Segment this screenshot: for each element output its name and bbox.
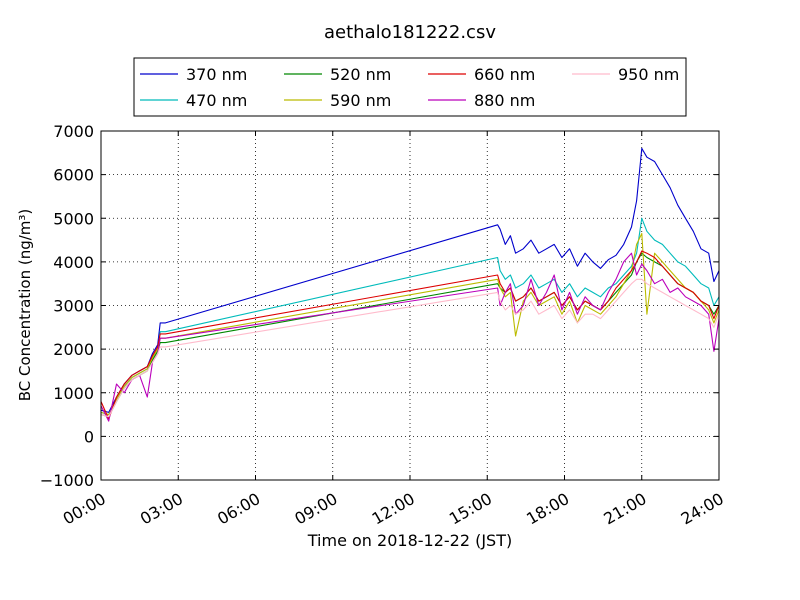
- series-line-5: [100, 250, 720, 420]
- y-tick-label: 1000: [53, 384, 94, 403]
- y-tick-label: 5000: [53, 209, 94, 228]
- legend-label-2: 470 nm: [186, 91, 247, 110]
- legend-label-5: 660 nm: [474, 65, 535, 84]
- series-line-4: [100, 232, 720, 416]
- chart-title: aethalo181222.csv: [324, 22, 496, 43]
- x-tick-label: 15:00: [446, 489, 495, 529]
- x-tick-label: 09:00: [291, 489, 340, 529]
- x-tick-label: 00:00: [60, 489, 109, 529]
- x-tick-label: 21:00: [600, 489, 649, 529]
- y-tick-labels: −1000 0 1000 2000 3000 4000 5000 6000 7000: [40, 122, 94, 490]
- y-axis-label: BC Concentration (ng/m³): [16, 209, 34, 402]
- y-tick-label: 0: [84, 427, 94, 446]
- legend-box: [133, 57, 687, 117]
- series-line-7: [100, 278, 720, 418]
- y-tick-label: −1000: [40, 471, 94, 490]
- y-tick-label: 6000: [53, 166, 94, 185]
- series-line-3: [100, 252, 720, 418]
- legend-label-3: 520 nm: [330, 65, 391, 84]
- y-tick-label: 3000: [53, 297, 94, 316]
- x-tick-label: 06:00: [214, 489, 263, 529]
- x-tick-label: 12:00: [369, 489, 418, 529]
- legend-label-1: 370 nm: [186, 65, 247, 84]
- y-tick-label: 4000: [53, 253, 94, 272]
- grid: [101, 131, 719, 480]
- legend: 370 nm 470 nm 520 nm 590 nm 660 nm 880 nm 950 …: [133, 57, 687, 117]
- y-tick-label: 2000: [53, 340, 94, 359]
- x-axis-label: Time on 2018-12-22 (JST): [307, 531, 512, 550]
- series-line-1: [100, 147, 720, 413]
- legend-label-6: 880 nm: [474, 91, 535, 110]
- x-tick-labels: 00:00 03:00 06:00 09:00 12:00 15:00 18:00 21:00…: [60, 489, 727, 529]
- series-lines: [100, 147, 720, 422]
- x-tick-label: 24:00: [678, 489, 727, 529]
- axis-ticks: [100, 130, 720, 481]
- legend-label-4: 590 nm: [330, 91, 391, 110]
- legend-label-7: 950 nm: [618, 65, 679, 84]
- x-tick-label: 03:00: [137, 489, 186, 529]
- x-tick-label: 18:00: [523, 489, 572, 529]
- y-tick-label: 7000: [53, 122, 94, 141]
